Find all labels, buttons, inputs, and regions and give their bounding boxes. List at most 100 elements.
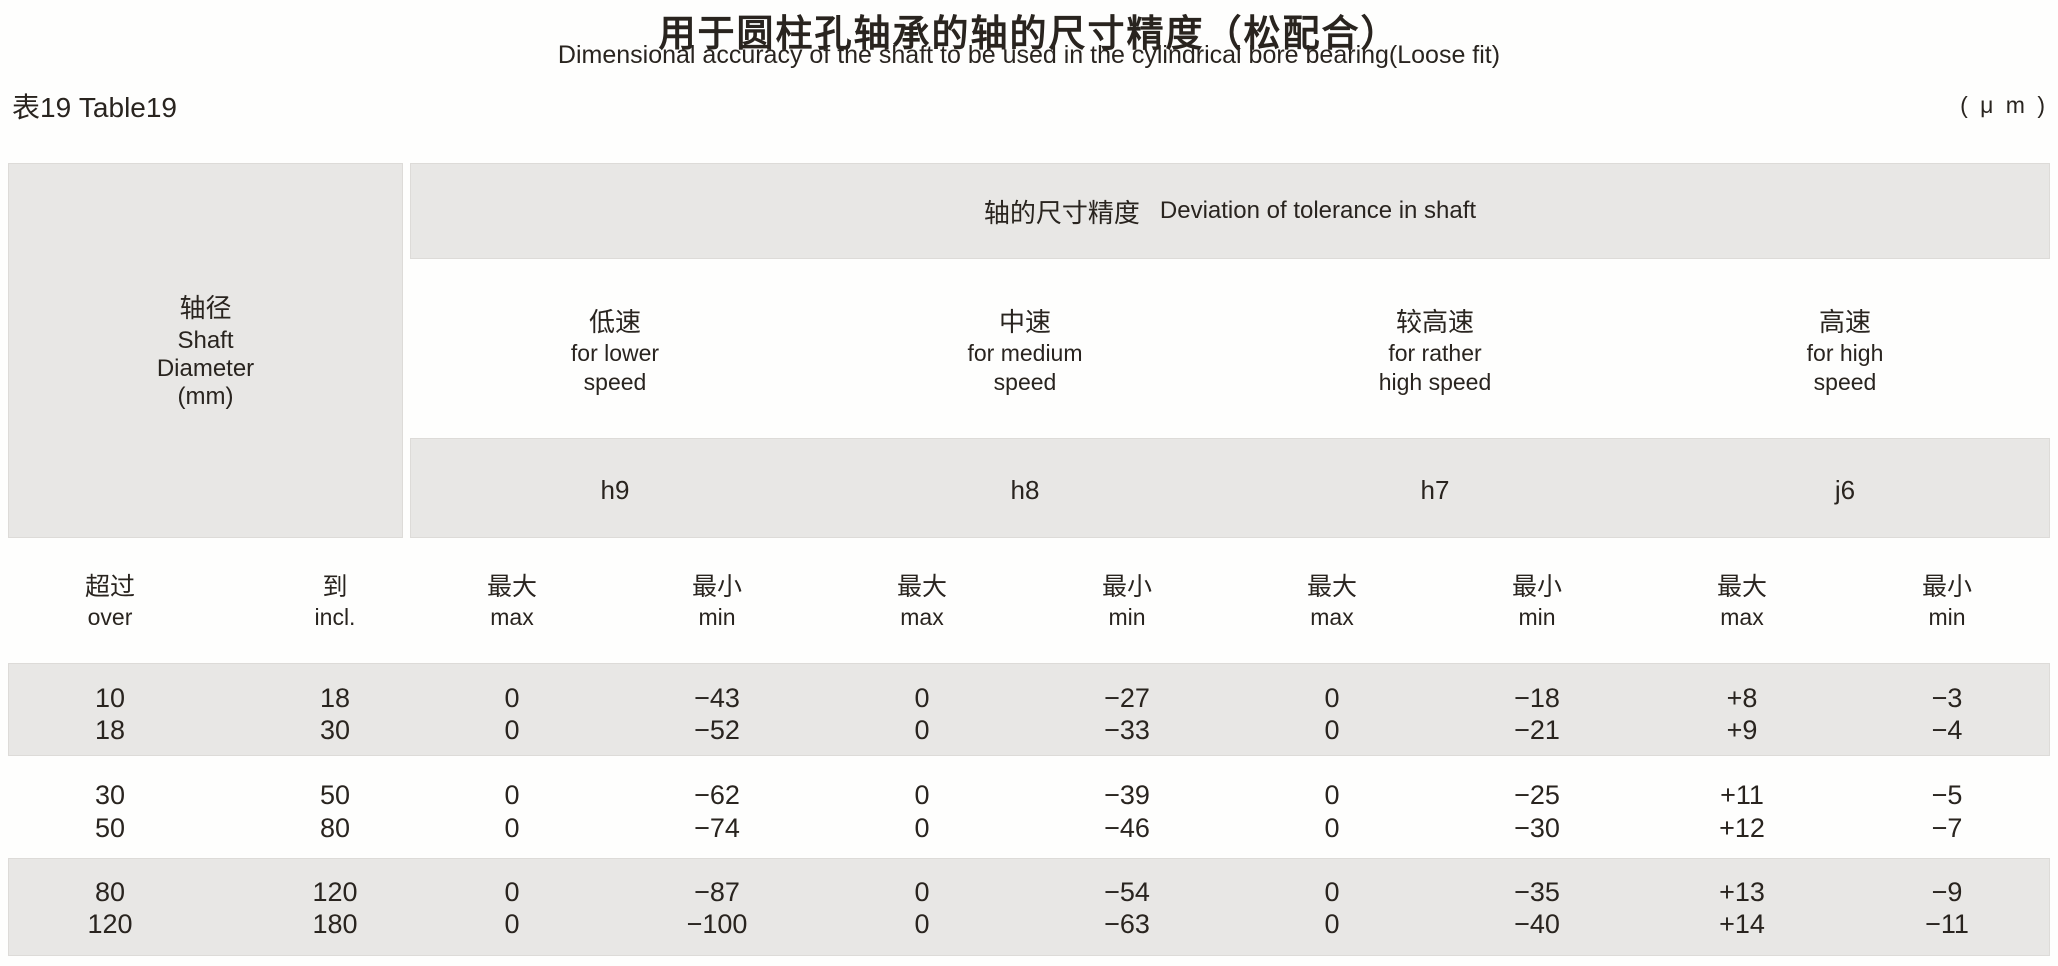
speed-label-en: for medium [967,340,1083,366]
subheader-incl: 到 incl. [314,573,356,630]
table-cell: −4 [1931,715,1963,745]
table-cell: −25 [1514,780,1560,810]
table-cell: −27 [1104,683,1150,713]
table-cell: 0 [1324,813,1340,843]
speed-label-en: speed [993,369,1057,395]
speed-label-en: for lower [570,340,660,366]
subheader-min: 最小 min [691,573,742,630]
table-cell: 50 [319,780,351,810]
table-cell: 30 [319,715,351,745]
table-cell: −5 [1931,780,1963,810]
table-cell: 0 [1324,780,1340,810]
table-cell: −7 [1931,813,1963,843]
speed-label-en: speed [1813,369,1877,395]
table-row: 10 18 0 −43 0 −27 0 −18 +8 −3 [0,682,2058,716]
table-cell: 50 [94,813,126,843]
speed-group-high: 高速 for high speed [1640,305,2050,397]
table-cell: 120 [87,909,133,939]
table-cell: +11 [1720,780,1764,810]
shaft-diameter-label-en: Shaft [177,327,234,354]
table-cell: 30 [94,780,126,810]
deviation-header-band: 轴的尺寸精度 Deviation of tolerance in shaft [410,163,2050,259]
table-cell: 18 [319,683,351,713]
table-cell: 80 [319,813,351,843]
speed-label-cn: 较高速 [1395,307,1474,337]
speed-label-en: speed [583,369,647,395]
table-cell: −74 [694,813,740,843]
grade-h8: h8 [1010,475,1040,505]
speed-group-rather-high: 较高速 for rather high speed [1230,305,1640,397]
table-cell: −63 [1104,909,1150,939]
subheader-max: 最大 max [896,573,947,630]
table-cell: −52 [694,715,740,745]
unit-label: ( μ m ) [1960,92,2048,118]
shaft-diameter-label-en: (mm) [177,383,234,410]
table-cell: 0 [1324,877,1340,907]
table-cell: −33 [1104,715,1150,745]
table-cell: −62 [694,780,740,810]
table-cell: +12 [1719,813,1765,843]
table-cell: 0 [504,715,520,745]
table-cell: −87 [694,877,740,907]
deviation-label-cn: 轴的尺寸精度 [983,197,1140,228]
table-cell: −30 [1514,813,1560,843]
table-cell: 0 [914,683,930,713]
table-cell: −100 [686,909,748,939]
speed-label-en: high speed [1378,369,1492,395]
speed-group-medium: 中速 for medium speed [820,305,1230,397]
subheader-max: 最大 max [1306,573,1357,630]
table-cell: 0 [914,780,930,810]
subheader-max: 最大 max [486,573,537,630]
speed-label-cn: 高速 [1818,307,1871,337]
speed-group-lower: 低速 for lower speed [410,305,820,397]
table-cell: −39 [1104,780,1150,810]
table-cell: 180 [312,909,358,939]
table-cell: −40 [1514,909,1560,939]
page-title: 用于圆柱孔轴承的轴的尺寸精度（松配合） [658,13,1400,54]
table-cell: −3 [1931,683,1963,713]
table-cell: 0 [914,715,930,745]
table-row: 80 120 0 −87 0 −54 0 −35 +13 −9 [0,876,2058,910]
table-cell: −11 [1925,909,1969,939]
table-cell: 0 [1324,715,1340,745]
table-cell: 0 [914,813,930,843]
speed-label-cn: 低速 [588,307,641,337]
table-cell: −46 [1104,813,1150,843]
subheader-min: 最小 min [1921,573,1972,630]
table-cell: 0 [914,909,930,939]
shaft-diameter-label-en: Diameter [156,355,255,382]
grade-j6: j6 [1834,475,1856,505]
speed-label-cn: 中速 [998,307,1051,337]
row-band-3 [8,858,2050,956]
table-cell: 0 [504,683,520,713]
speed-label-en: for rather [1388,340,1482,366]
tolerance-grade-band [410,438,2050,538]
table-cell: 10 [94,683,126,713]
table-cell: 0 [1324,683,1340,713]
table-cell: −18 [1514,683,1560,713]
table-cell: −9 [1931,877,1963,907]
table-label: 表19 Table19 [12,92,178,123]
speed-label-en: for high [1806,340,1884,366]
table-cell: 0 [504,909,520,939]
subheader-min: 最小 min [1511,573,1562,630]
subheader-row: 超过 over 到 incl. 最大 max 最小 min 最大 max 最小 min 最大… [0,571,2058,661]
subheader-over: 超过 over [84,573,135,630]
table-row: 120 180 0 −100 0 −63 0 −40 +14 −11 [0,908,2058,942]
table-cell: −54 [1104,877,1150,907]
grade-h7: h7 [1420,475,1450,505]
row-band-1 [8,663,2050,756]
deviation-label-en: Deviation of tolerance in shaft [1159,197,1477,224]
table-cell: 0 [504,877,520,907]
table-cell: 120 [312,877,358,907]
table-cell: +14 [1719,909,1765,939]
grade-h9: h9 [600,475,630,505]
table-cell: 0 [914,877,930,907]
subheader-min: 最小 min [1101,573,1152,630]
shaft-diameter-label-cn: 轴径 [179,293,232,323]
table-row: 18 30 0 −52 0 −33 0 −21 +9 −4 [0,714,2058,748]
table-row: 50 80 0 −74 0 −46 0 −30 +12 −7 [0,812,2058,846]
table-cell: −43 [694,683,740,713]
table-cell: 0 [1324,909,1340,939]
